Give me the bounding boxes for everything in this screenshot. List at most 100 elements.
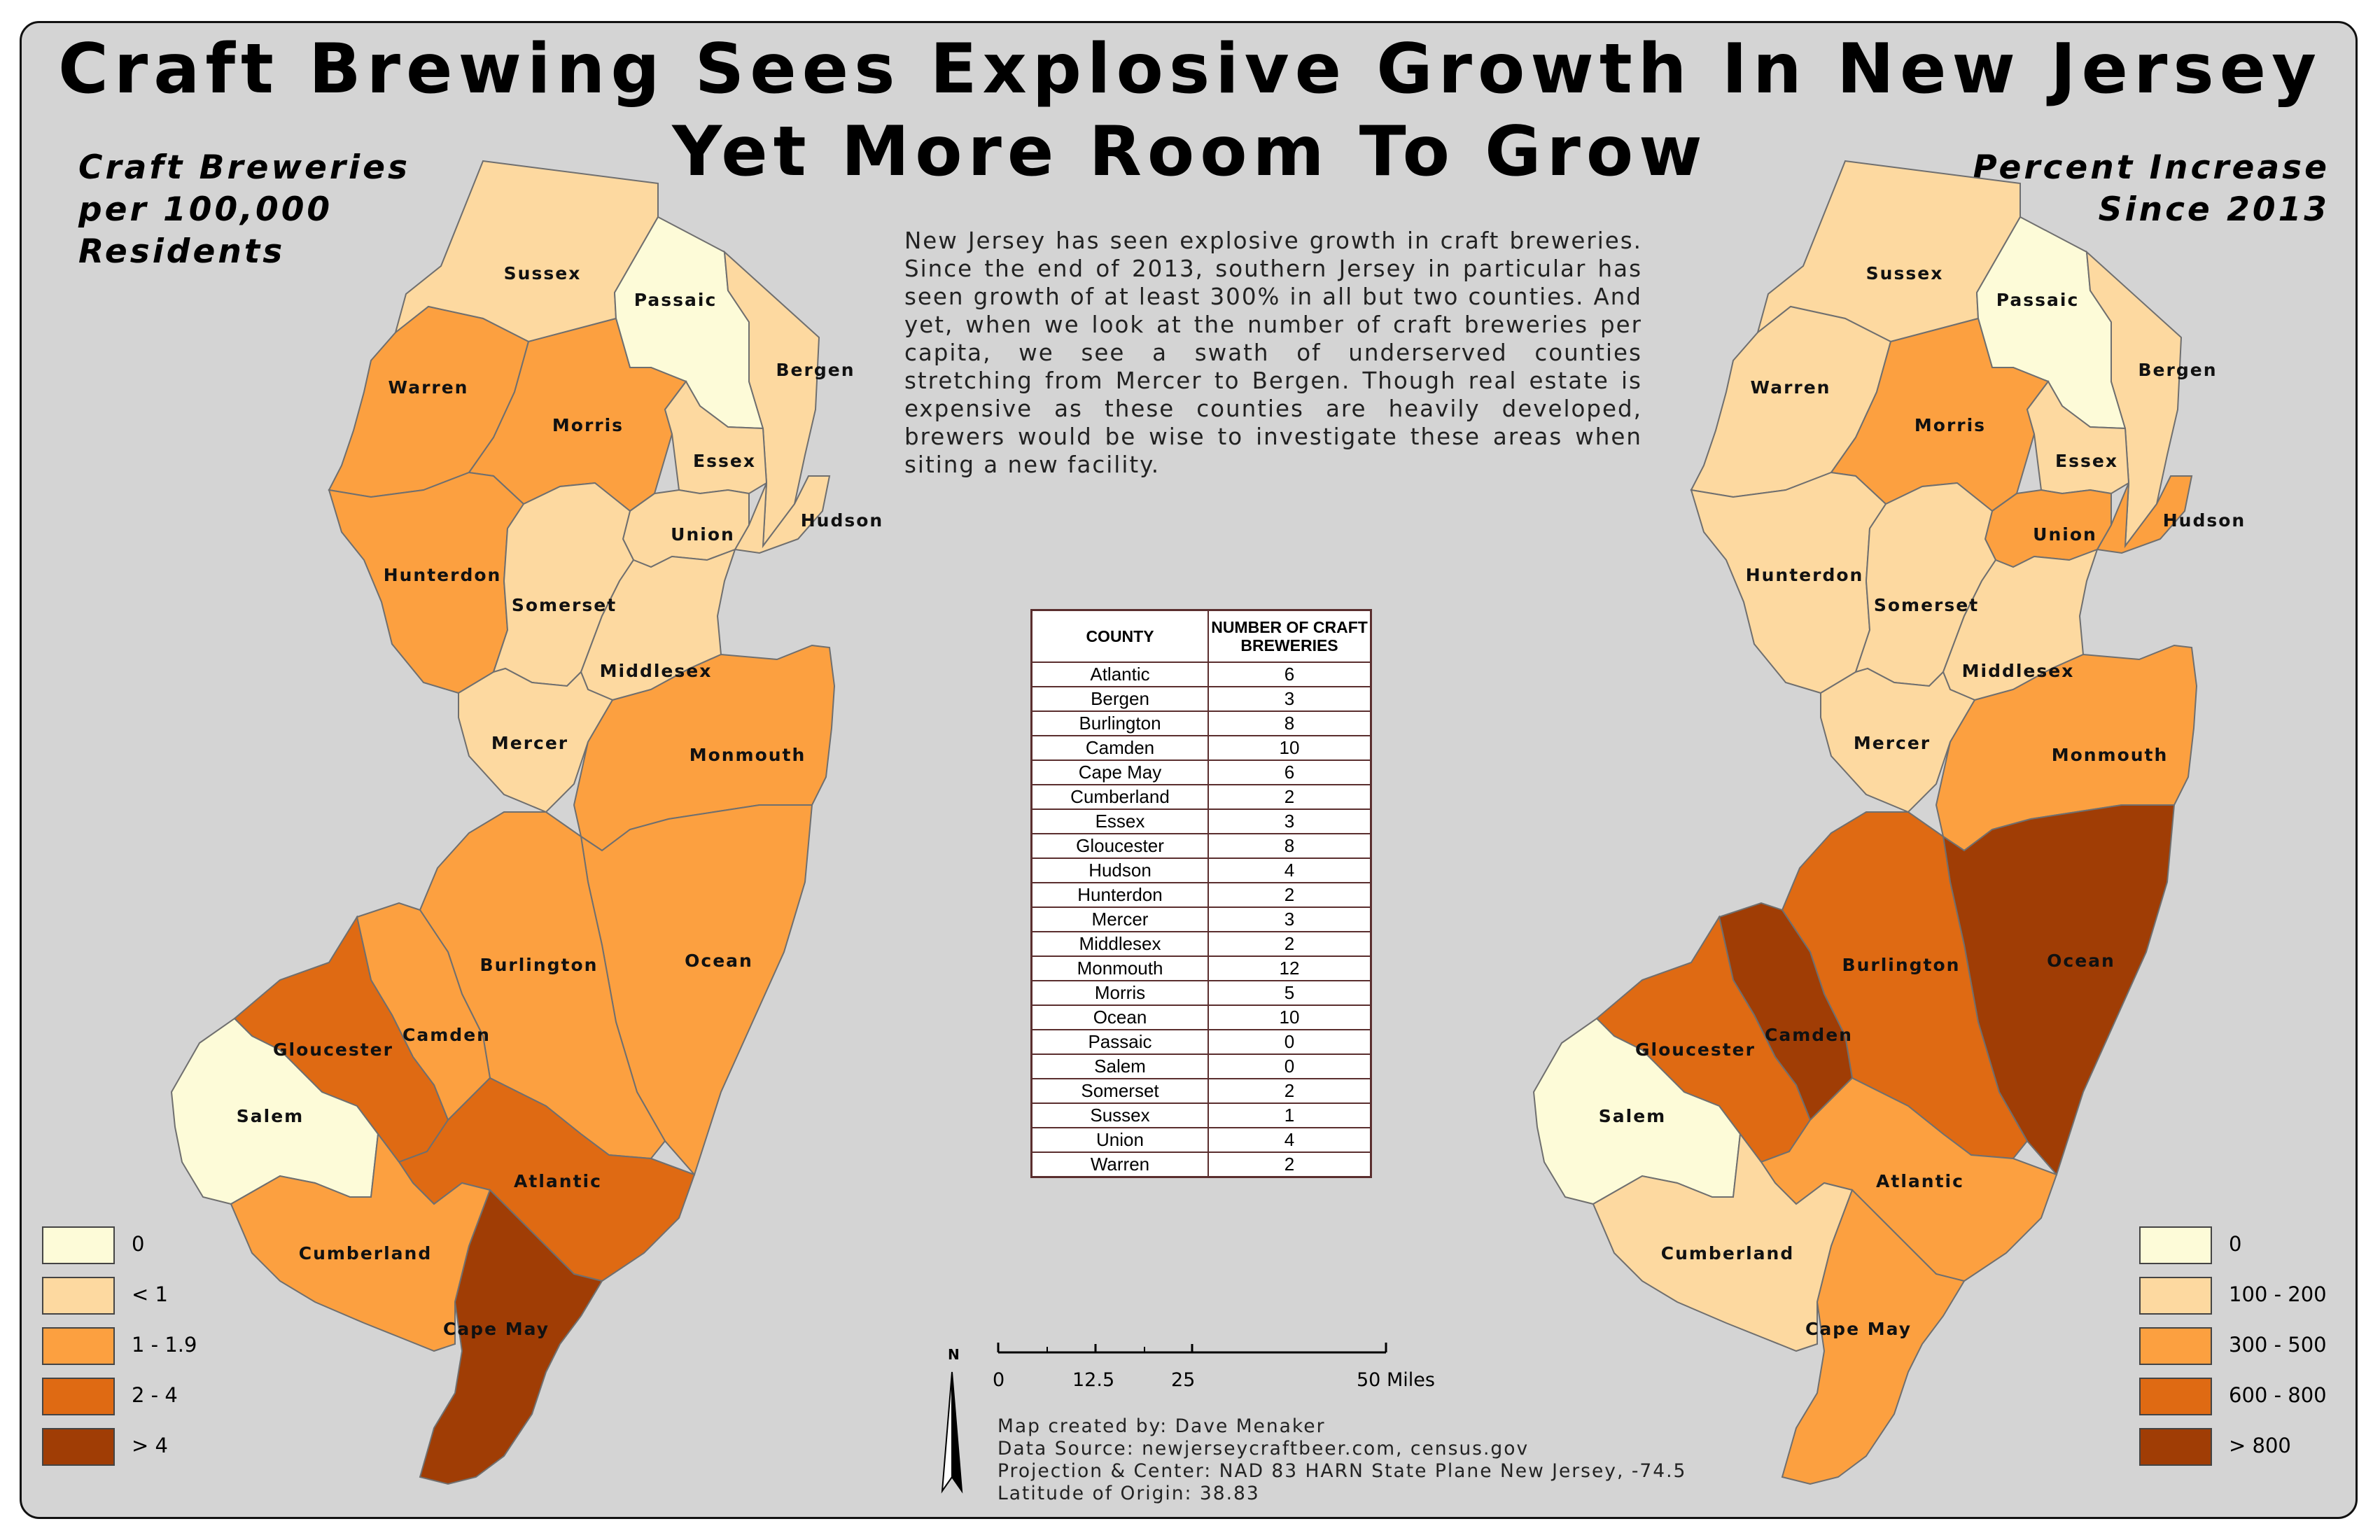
table-header-row: COUNTY NUMBER OF CRAFT BREWERIES [1030,609,1372,663]
table-row: Ocean 10 [1030,1004,1372,1030]
scale-label: 0 [993,1369,1005,1391]
table-cell-county: Gloucester [1030,833,1209,859]
county-label-gloucester: Gloucester [1635,1040,1756,1060]
table-row: Cape May 6 [1030,760,1372,785]
credits: Map created by: Dave Menaker Data Source… [997,1415,1686,1505]
county-label-monmouth: Monmouth [2052,745,2169,765]
table-row: Morris 5 [1030,980,1372,1006]
table-cell-county: Burlington [1030,710,1209,736]
legend-label: 1 - 1.9 [132,1333,197,1357]
table-cell-count: 4 [1208,858,1372,883]
table-cell-count: 2 [1208,882,1372,908]
county-label-bergen: Bergen [2138,360,2218,380]
table-cell-count: 12 [1208,955,1372,981]
county-label-burlington: Burlington [1842,955,1961,975]
table-row: Camden 10 [1030,735,1372,761]
county-label-sussex: Sussex [504,263,582,284]
left-map-title: Craft Breweries per 100,000 Residents [78,147,410,273]
table-row: Burlington 8 [1030,710,1372,736]
county-label-union: Union [671,524,735,545]
table-row: Middlesex 2 [1030,931,1372,957]
table-cell-count: 6 [1208,662,1372,687]
legend-label: 600 - 800 [2229,1383,2327,1407]
county-label-hudson: Hudson [2163,510,2246,531]
county-cape-may [1781,1189,1966,1485]
county-label-mercer: Mercer [491,733,568,753]
county-label-atlantic: Atlantic [1876,1171,1964,1191]
legend-label: > 800 [2229,1434,2291,1457]
table-cell-county: Cumberland [1030,784,1209,810]
county-label-passaic: Passaic [634,290,718,310]
county-label-cumberland: Cumberland [1661,1243,1795,1264]
legend-swatch [42,1327,115,1365]
right-map-title-line: Percent Increase [1973,148,2330,187]
table-cell-count: 1 [1208,1102,1372,1128]
table-cell-count: 10 [1208,735,1372,761]
intro-paragraph: New Jersey has seen explosive growth in … [904,227,1642,478]
county-label-warren: Warren [1751,377,1831,398]
table-cell-count: 0 [1208,1054,1372,1079]
left-map-title-line: Craft Breweries [78,148,410,187]
scale-label: 12.5 [1072,1369,1115,1391]
table-cell-county: Bergen [1030,686,1209,712]
table-cell-county: Union [1030,1127,1209,1153]
credit-line: Data Source: newjerseycraftbeer.com, cen… [997,1438,1530,1460]
county-label-hunterdon: Hunterdon [1746,565,1864,585]
county-label-morris: Morris [1914,415,1986,435]
table-cell-county: Essex [1030,808,1209,834]
county-label-somerset: Somerset [1874,595,1979,615]
table-cell-county: Salem [1030,1054,1209,1079]
right-map-title-line: Since 2013 [2098,190,2330,229]
legend-swatch [2139,1327,2212,1365]
table-cell-count: 6 [1208,760,1372,785]
scale-label: 25 [1171,1369,1196,1391]
county-label-gloucester: Gloucester [273,1040,393,1060]
county-label-salem: Salem [1599,1106,1666,1126]
legend-swatch [2139,1378,2212,1415]
county-label-cumberland: Cumberland [299,1243,433,1264]
county-label-morris: Morris [552,415,624,435]
county-label-camden: Camden [402,1025,491,1045]
table-cell-county: Passaic [1030,1029,1209,1055]
north-label: N [948,1346,960,1363]
county-label-somerset: Somerset [512,595,617,615]
table-row: Sussex 1 [1030,1102,1372,1128]
county-label-union: Union [2033,524,2097,545]
county-label-salem: Salem [237,1106,304,1126]
legend-swatch [42,1277,115,1315]
left-county-map: Sussex Passaic Bergen Warren Morris Essex Huds… [170,160,882,1485]
scale-label: 50 Miles [1357,1369,1435,1391]
legend-label: 300 - 500 [2229,1333,2327,1357]
table-row: Monmouth 12 [1030,955,1372,981]
table-row: Warren 2 [1030,1152,1372,1178]
scale-bar [997,1343,1387,1354]
table-cell-county: Cape May [1030,760,1209,785]
table-cell-count: 5 [1208,980,1372,1006]
county-label-monmouth: Monmouth [690,745,806,765]
table-cell-county: Sussex [1030,1102,1209,1128]
legend-label: 2 - 4 [132,1383,178,1407]
table-row: Hudson 4 [1030,858,1372,883]
table-cell-count: 2 [1208,931,1372,957]
legend-swatch [42,1226,115,1264]
county-label-ocean: Ocean [685,951,753,971]
legend-label: 0 [2229,1232,2242,1256]
credit-line: Projection & Center: NAD 83 HARN State P… [997,1460,1687,1482]
table-row: Somerset 2 [1030,1078,1372,1104]
table-cell-county: Atlantic [1030,662,1209,687]
table-cell-county: Hudson [1030,858,1209,883]
table-cell-count: 3 [1208,808,1372,834]
legend-swatch [2139,1226,2212,1264]
county-label-ocean: Ocean [2047,951,2115,971]
table-row: Passaic 0 [1030,1029,1372,1055]
county-label-burlington: Burlington [480,955,598,975]
county-label-atlantic: Atlantic [514,1171,602,1191]
table-cell-county: Ocean [1030,1004,1209,1030]
main-subtitle: Yet More Room To Grow [672,112,1708,192]
table-cell-county: Mercer [1030,906,1209,932]
county-label-warren: Warren [388,377,469,398]
table-cell-count: 3 [1208,906,1372,932]
table-cell-count: 0 [1208,1029,1372,1055]
legend-swatch [42,1428,115,1466]
table-header-count: NUMBER OF CRAFT BREWERIES [1208,609,1372,663]
